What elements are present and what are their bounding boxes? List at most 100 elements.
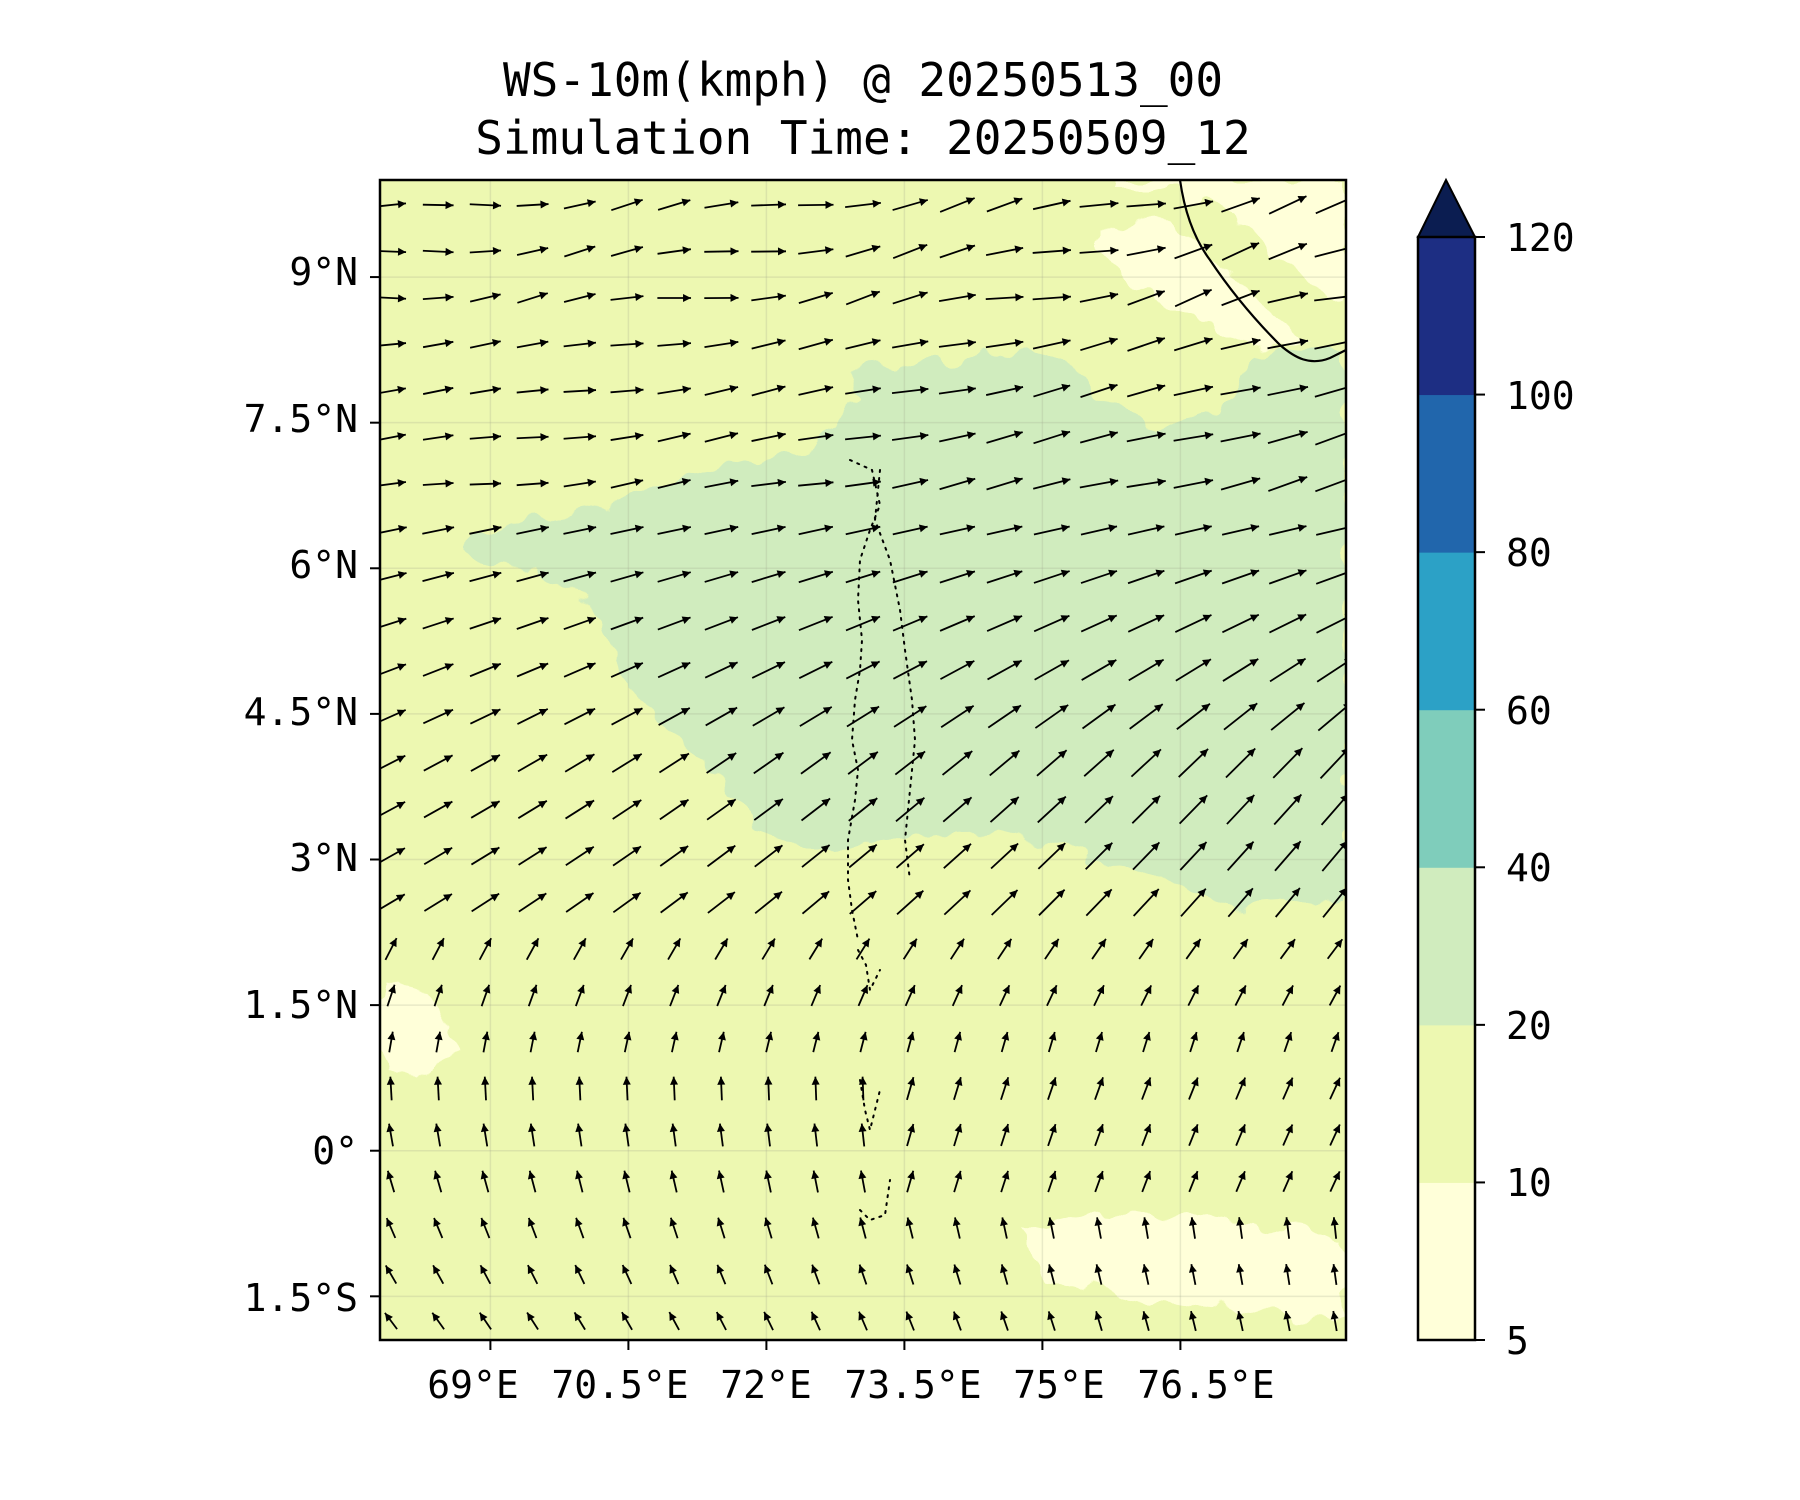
wind-vector: [670, 1031, 679, 1053]
wind-vector: [943, 889, 972, 916]
wind-vector: [658, 707, 691, 726]
wind-vector: [706, 844, 736, 868]
wind-vector: [1000, 1076, 1010, 1101]
wind-vector: [1080, 383, 1118, 398]
map-frame: [378, 178, 1348, 1342]
wind-vector: [986, 569, 1023, 584]
lon-tick-label-70-5: 70.5°E: [551, 1363, 688, 1407]
wind-vector: [1131, 795, 1161, 824]
wind-vector: [1047, 1264, 1056, 1285]
wind-vector: [858, 1217, 867, 1239]
wind-vector: [480, 1123, 489, 1147]
wind-vector: [1000, 1170, 1010, 1193]
wind-vector: [1236, 1031, 1246, 1053]
wind-vector: [1234, 985, 1247, 1006]
wind-vector: [610, 478, 644, 489]
wind-vector: [989, 796, 1020, 823]
wind-vector: [1221, 569, 1260, 585]
wind-vector: [849, 890, 877, 915]
wind-vector: [718, 1031, 726, 1053]
wind-vector: [527, 984, 538, 1007]
wind-vector: [657, 431, 691, 443]
wind-vector: [706, 798, 737, 821]
wind-vector: [847, 751, 879, 775]
axis-ticks: [370, 276, 1182, 1350]
lat-tick-label-6n: 6°N: [289, 543, 358, 587]
wind-vector: [704, 570, 739, 583]
wind-vector: [1083, 749, 1115, 777]
wind-vector: [754, 890, 783, 915]
wind-vector: [999, 984, 1011, 1007]
wind-vector: [422, 663, 454, 677]
wind-vector: [657, 198, 691, 211]
wind-vector: [1189, 1310, 1197, 1332]
wind-vector: [657, 616, 691, 631]
wind-vector: [1046, 984, 1058, 1007]
wind-vector: [751, 292, 786, 302]
colorbar-segment: [1418, 552, 1475, 711]
lon-tick-label-69: 69°E: [427, 1363, 519, 1407]
colorbar-segment: [1418, 237, 1475, 396]
wind-vector: [859, 1031, 868, 1053]
wind-vector: [576, 1031, 585, 1053]
wind-vector: [1037, 842, 1066, 870]
wind-vector: [667, 937, 682, 961]
wind-vector: [1329, 1124, 1341, 1146]
wind-vector: [380, 893, 406, 911]
wind-vector: [422, 708, 454, 725]
wind-vector: [1047, 1217, 1056, 1239]
wind-vector: [751, 431, 786, 442]
wind-vector: [892, 570, 928, 584]
wind-vector: [764, 1076, 773, 1101]
wind-vector: [422, 571, 455, 583]
wind-vector: [808, 938, 823, 960]
wind-vector: [811, 1170, 820, 1193]
wind-vector: [565, 892, 594, 913]
wind-vector: [1130, 748, 1162, 778]
lat-tick-label-7-5n: 7.5°N: [244, 397, 358, 441]
wind-vector: [1000, 1311, 1009, 1331]
wind-vector: [845, 338, 881, 350]
wind-vector: [763, 1311, 774, 1331]
lat-tick-label-9n: 9°N: [289, 250, 358, 294]
wind-vector: [516, 524, 549, 535]
wind-vector: [1127, 336, 1166, 352]
wind-vector: [1126, 478, 1166, 488]
wind-vector: [943, 843, 972, 869]
wind-vector: [716, 1217, 726, 1239]
wind-vector: [1268, 195, 1307, 215]
wind-vector: [1080, 337, 1118, 352]
wind-vector: [384, 1264, 398, 1285]
wind-vector: [704, 478, 739, 489]
wind-vector: [704, 384, 739, 396]
wind-vector: [469, 524, 502, 535]
wind-vector: [1221, 289, 1260, 307]
wind-vector: [848, 797, 878, 822]
wind-vector: [1329, 1077, 1341, 1100]
wind-vector: [1080, 524, 1118, 536]
wind-vector: [1141, 1217, 1150, 1239]
wind-vector: [810, 1311, 821, 1331]
wind-vector: [1085, 842, 1113, 870]
wind-vector: [763, 1264, 774, 1285]
wind-vector: [1283, 1217, 1292, 1239]
wind-vector: [707, 891, 736, 914]
colorbar-segment: [1418, 1182, 1475, 1341]
wind-vector: [469, 432, 502, 441]
wind-vector: [1269, 657, 1307, 683]
wind-vector: [1314, 295, 1346, 302]
wind-vector: [1268, 524, 1307, 536]
colorbar-extend-arrow: [1416, 177, 1477, 238]
wind-vector: [938, 292, 976, 303]
wind-vector: [938, 339, 976, 348]
wind-vector: [704, 616, 739, 631]
wind-vector: [528, 1076, 537, 1101]
wind-vector: [892, 243, 928, 260]
wind-vector: [1329, 1170, 1341, 1193]
lat-tick-label-1-5n: 1.5°N: [244, 983, 358, 1027]
wind-vector: [798, 338, 834, 351]
wind-vector: [622, 1123, 631, 1147]
wind-vector: [1179, 841, 1208, 871]
wind-vector: [622, 1170, 631, 1193]
wind-vector: [798, 479, 834, 488]
